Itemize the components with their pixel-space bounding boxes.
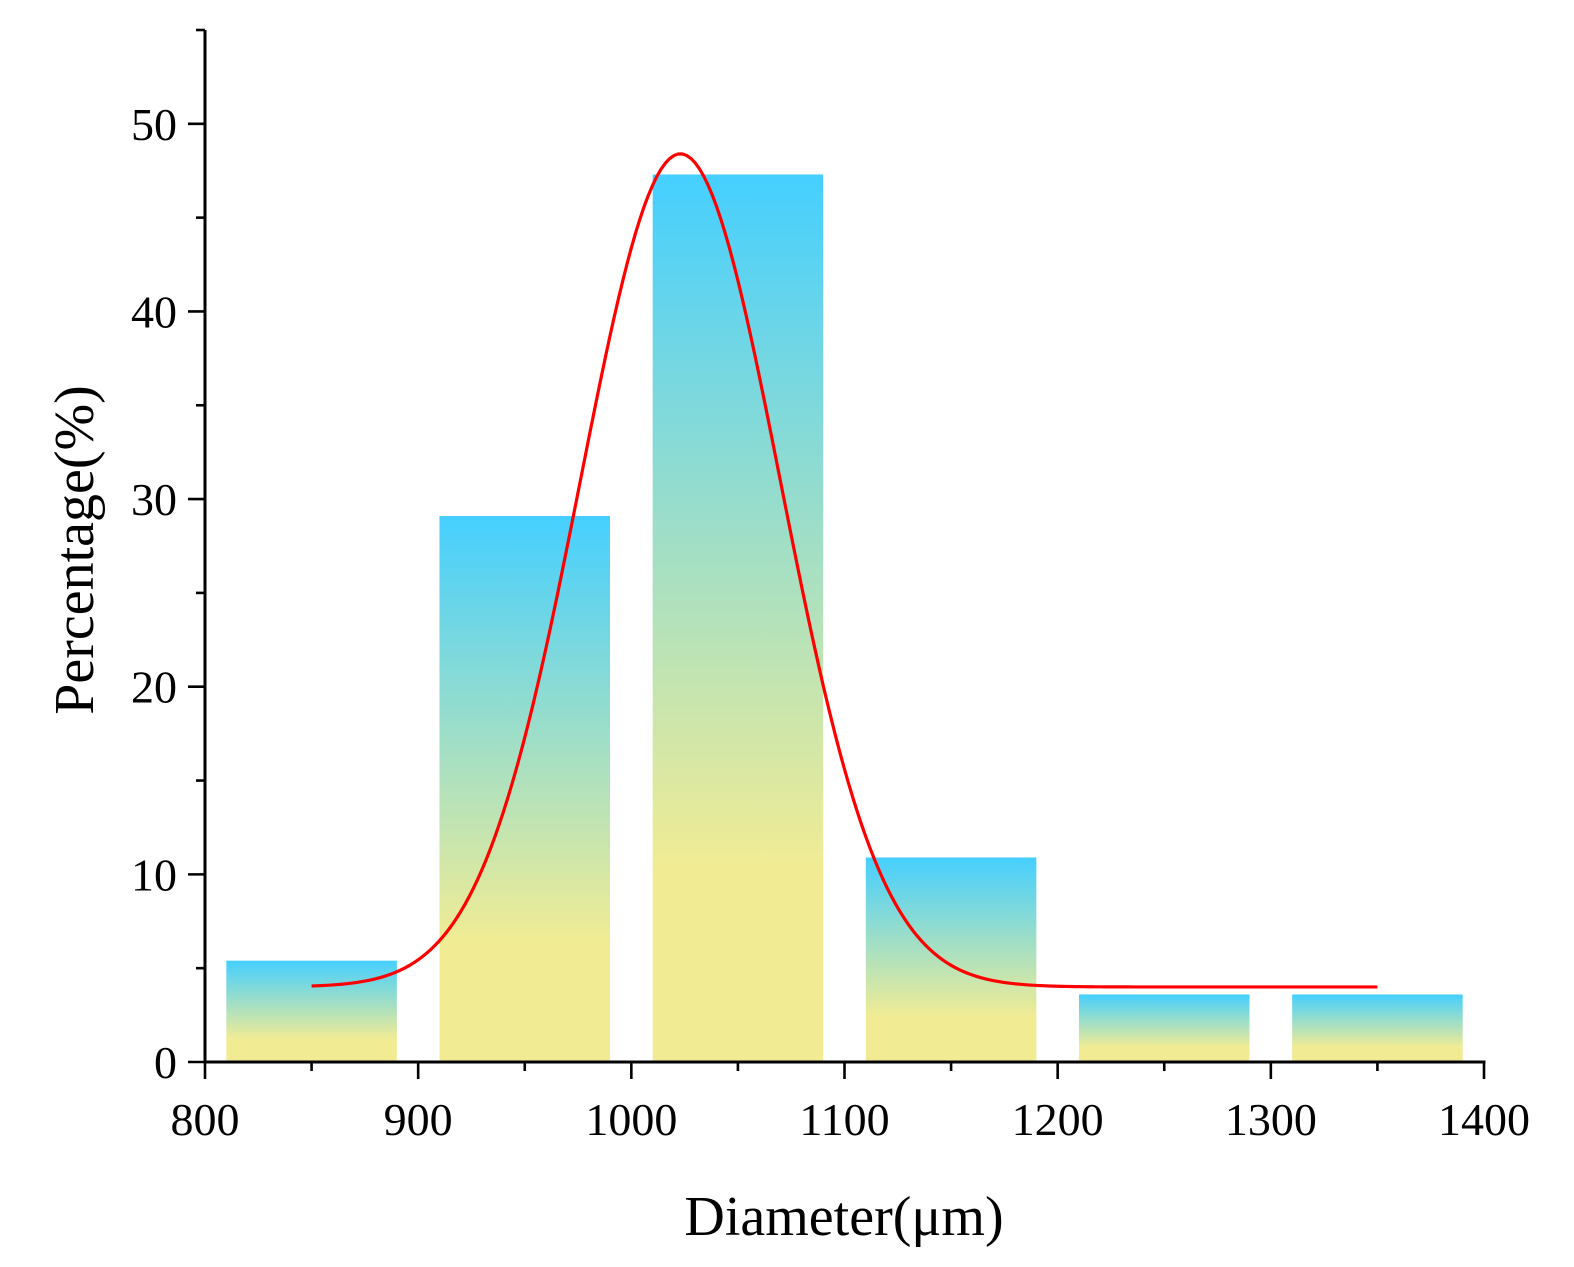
x-tick-label-800: 800 (171, 1094, 240, 1145)
y-tick-label-10: 10 (131, 849, 177, 900)
y-tick-label-20: 20 (131, 662, 177, 713)
fit-curve-group (311, 152, 1378, 989)
bar-1050 (652, 174, 824, 1063)
y-tick-label-50: 50 (131, 99, 177, 150)
bar-1150 (865, 857, 1037, 1062)
y-tick-label-0: 0 (154, 1037, 177, 1088)
gaussian-fit-line (311, 152, 1378, 989)
bars-group (226, 174, 1463, 1063)
x-tick-label-1400: 1400 (1438, 1094, 1530, 1145)
bar-950 (439, 515, 611, 1062)
x-tick-label-900: 900 (384, 1094, 453, 1145)
x-tick-label-1000: 1000 (585, 1094, 677, 1145)
y-tick-label-40: 40 (131, 286, 177, 337)
x-tick-label-1200: 1200 (1012, 1094, 1104, 1145)
x-tick-label-1300: 1300 (1225, 1094, 1317, 1145)
x-axis-title: Diameter(μm) (684, 1186, 1003, 1248)
x-tick-label-1100: 1100 (799, 1094, 889, 1145)
bar-1350 (1292, 994, 1463, 1062)
axes-group: 800 900 1000 1100 1200 1300 1400 0 10 20 30 40 50 (131, 28, 1530, 1145)
bar-1250 (1078, 994, 1250, 1062)
y-tick-label-30: 30 (131, 474, 177, 525)
bar-850 (226, 960, 397, 1062)
y-axis-title: Percentage(%) (44, 385, 106, 715)
